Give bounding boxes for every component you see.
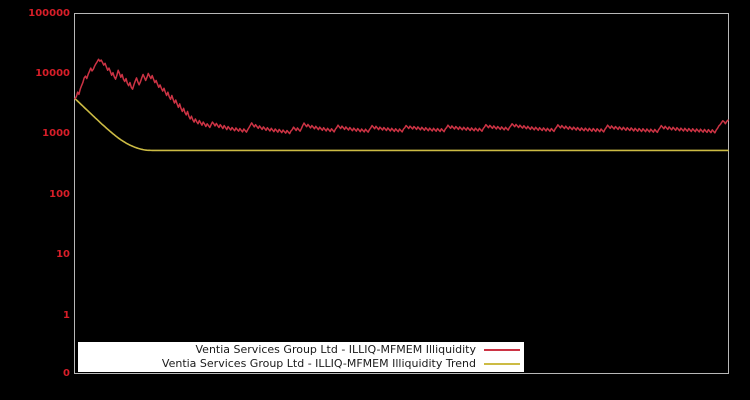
y-axis-tick-label: 1000: [42, 128, 70, 140]
legend-swatch-illiquidity: [484, 349, 520, 351]
y-axis-tick-label: 100000: [28, 7, 70, 19]
y-axis-tick-label: 1: [63, 309, 70, 321]
series-line-illiquidity: [74, 58, 729, 135]
series-line-illiquidity-trend: [74, 97, 729, 152]
legend-swatch-illiquidity-trend: [484, 363, 520, 365]
legend-entry-illiquidity-trend: Ventia Services Group Ltd - ILLIQ-MFMEM …: [78, 357, 524, 371]
plot-area: [74, 13, 729, 374]
legend-label-illiquidity-trend: Ventia Services Group Ltd - ILLIQ-MFMEM …: [161, 357, 476, 370]
legend-entry-illiquidity: Ventia Services Group Ltd - ILLIQ-MFMEM …: [78, 343, 524, 357]
y-axis-tick-label: 10: [56, 249, 70, 261]
y-axis-tick-label: 0: [63, 367, 70, 379]
y-axis-tick-label: 100: [49, 188, 70, 200]
y-axis: 100000 10000 1000 100 10 1 0: [0, 0, 70, 400]
legend: Ventia Services Group Ltd - ILLIQ-MFMEM …: [78, 342, 524, 372]
legend-label-illiquidity: Ventia Services Group Ltd - ILLIQ-MFMEM …: [195, 343, 476, 356]
y-axis-tick-label: 10000: [35, 67, 70, 79]
